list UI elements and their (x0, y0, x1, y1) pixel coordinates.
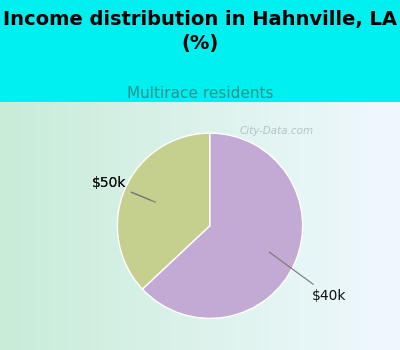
Text: $50k: $50k (91, 176, 150, 200)
Text: Multirace residents: Multirace residents (127, 86, 273, 101)
Wedge shape (142, 133, 303, 318)
Text: $40k: $40k (269, 252, 346, 303)
Text: City-Data.com: City-Data.com (240, 126, 314, 136)
Wedge shape (117, 133, 210, 289)
Text: $50k: $50k (91, 176, 156, 202)
Text: Income distribution in Hahnville, LA
(%): Income distribution in Hahnville, LA (%) (3, 10, 397, 53)
